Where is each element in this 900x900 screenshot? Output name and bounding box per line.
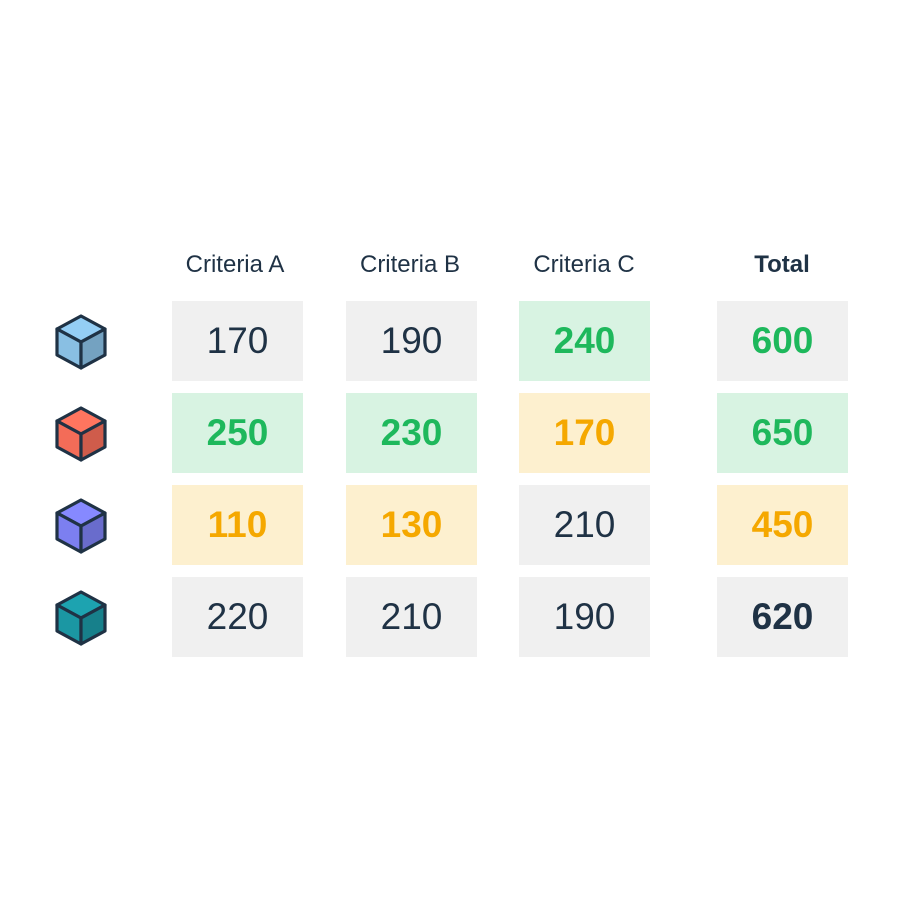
cell-light-blue-total: 600 bbox=[717, 301, 848, 381]
red-cube-icon bbox=[53, 404, 109, 464]
cell-purple-criteria-b: 130 bbox=[346, 485, 477, 565]
cell-teal-criteria-a: 220 bbox=[172, 577, 303, 657]
cell-light-blue-criteria-c: 240 bbox=[519, 301, 650, 381]
cell-red-criteria-a: 250 bbox=[172, 393, 303, 473]
cell-light-blue-criteria-a: 170 bbox=[172, 301, 303, 381]
cell-purple-total: 450 bbox=[717, 485, 848, 565]
column-header-criteria-c: Criteria C bbox=[533, 251, 635, 278]
light-blue-cube-icon bbox=[53, 312, 109, 372]
cell-red-criteria-c: 170 bbox=[519, 393, 650, 473]
cell-purple-criteria-c: 210 bbox=[519, 485, 650, 565]
column-header-criteria-a: Criteria A bbox=[185, 251, 285, 278]
cell-purple-criteria-a: 110 bbox=[172, 485, 303, 565]
cell-teal-total: 620 bbox=[717, 577, 848, 657]
cell-teal-criteria-b: 210 bbox=[346, 577, 477, 657]
cell-teal-criteria-c: 190 bbox=[519, 577, 650, 657]
teal-cube-icon bbox=[53, 588, 109, 648]
cell-red-criteria-b: 230 bbox=[346, 393, 477, 473]
cell-light-blue-criteria-b: 190 bbox=[346, 301, 477, 381]
column-header-criteria-b: Criteria B bbox=[359, 251, 461, 278]
cell-red-total: 650 bbox=[717, 393, 848, 473]
column-header-total: Total bbox=[754, 251, 810, 278]
purple-cube-icon bbox=[53, 496, 109, 556]
